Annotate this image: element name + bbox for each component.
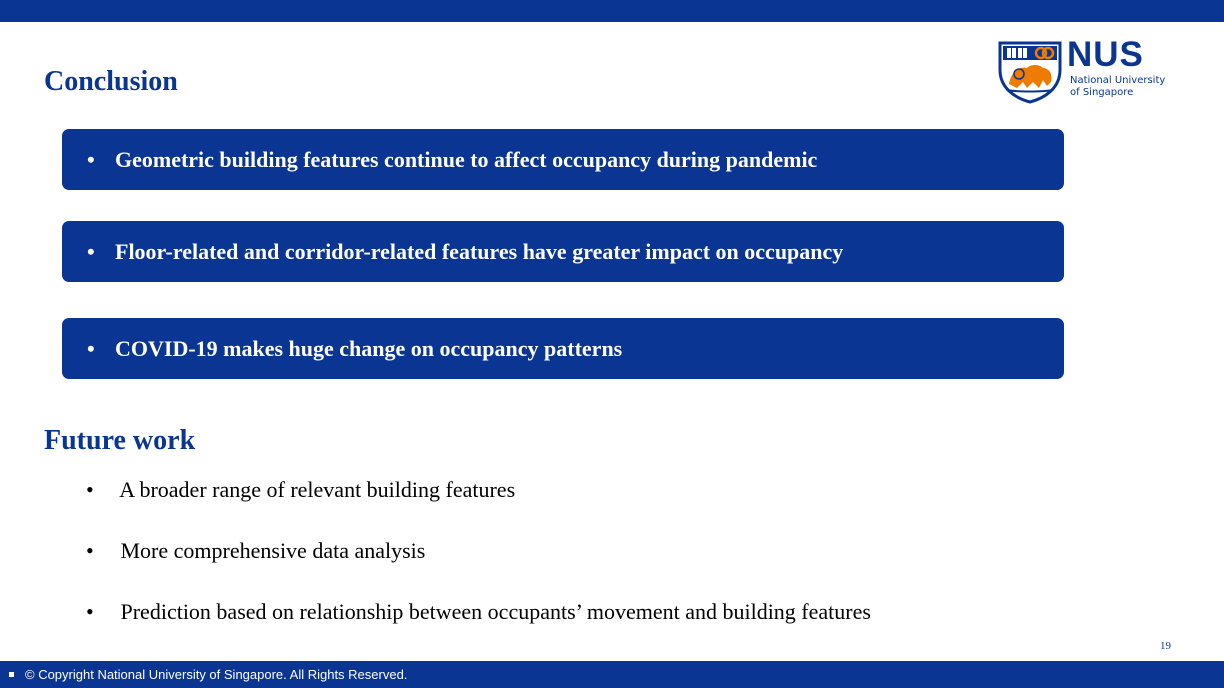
future-work-item-text: Prediction based on relationship between… bbox=[120, 599, 871, 624]
future-work-item-text: More comprehensive data analysis bbox=[120, 538, 426, 563]
logo-wordmark: NUS bbox=[1067, 35, 1144, 74]
conclusion-item-text: Geometric building features continue to … bbox=[115, 146, 818, 172]
bullet-marker: • bbox=[87, 335, 95, 361]
square-bullet-icon bbox=[9, 672, 14, 677]
conclusion-item-3: • COVID-19 makes huge change on occupanc… bbox=[62, 318, 1064, 379]
logo-subtitle: National University of Singapore bbox=[1070, 75, 1165, 99]
page-number: 19 bbox=[1160, 640, 1171, 652]
conclusion-item-1: • Geometric building features continue t… bbox=[62, 129, 1064, 190]
bullet-marker: • bbox=[87, 238, 95, 264]
future-work-item-text: A broader range of relevant building fea… bbox=[119, 477, 516, 502]
bullet-marker: • bbox=[86, 538, 94, 563]
future-work-item-3: • Prediction based on relationship betwe… bbox=[86, 599, 871, 625]
bullet-marker: • bbox=[86, 477, 94, 502]
logo-subtitle-line1: National University bbox=[1070, 75, 1166, 86]
nus-crest-icon bbox=[998, 41, 1062, 104]
future-work-item-2: • More comprehensive data analysis bbox=[86, 538, 425, 564]
footer-bar: © Copyright National University of Singa… bbox=[0, 661, 1224, 688]
top-header-bar bbox=[0, 0, 1224, 22]
conclusion-heading: Conclusion bbox=[44, 66, 178, 97]
future-work-heading: Future work bbox=[44, 425, 196, 456]
conclusion-item-text: Floor-related and corridor-related featu… bbox=[115, 238, 844, 264]
nus-logo: NUS National University of Singapore bbox=[997, 35, 1182, 104]
bullet-marker: • bbox=[86, 599, 94, 624]
copyright-text: © Copyright National University of Singa… bbox=[25, 667, 408, 682]
logo-subtitle-line2: of Singapore bbox=[1070, 87, 1134, 98]
bullet-marker: • bbox=[87, 146, 95, 172]
conclusion-item-text: COVID-19 makes huge change on occupancy … bbox=[115, 335, 623, 361]
future-work-item-1: • A broader range of relevant building f… bbox=[86, 477, 515, 503]
conclusion-item-2: • Floor-related and corridor-related fea… bbox=[62, 221, 1064, 282]
